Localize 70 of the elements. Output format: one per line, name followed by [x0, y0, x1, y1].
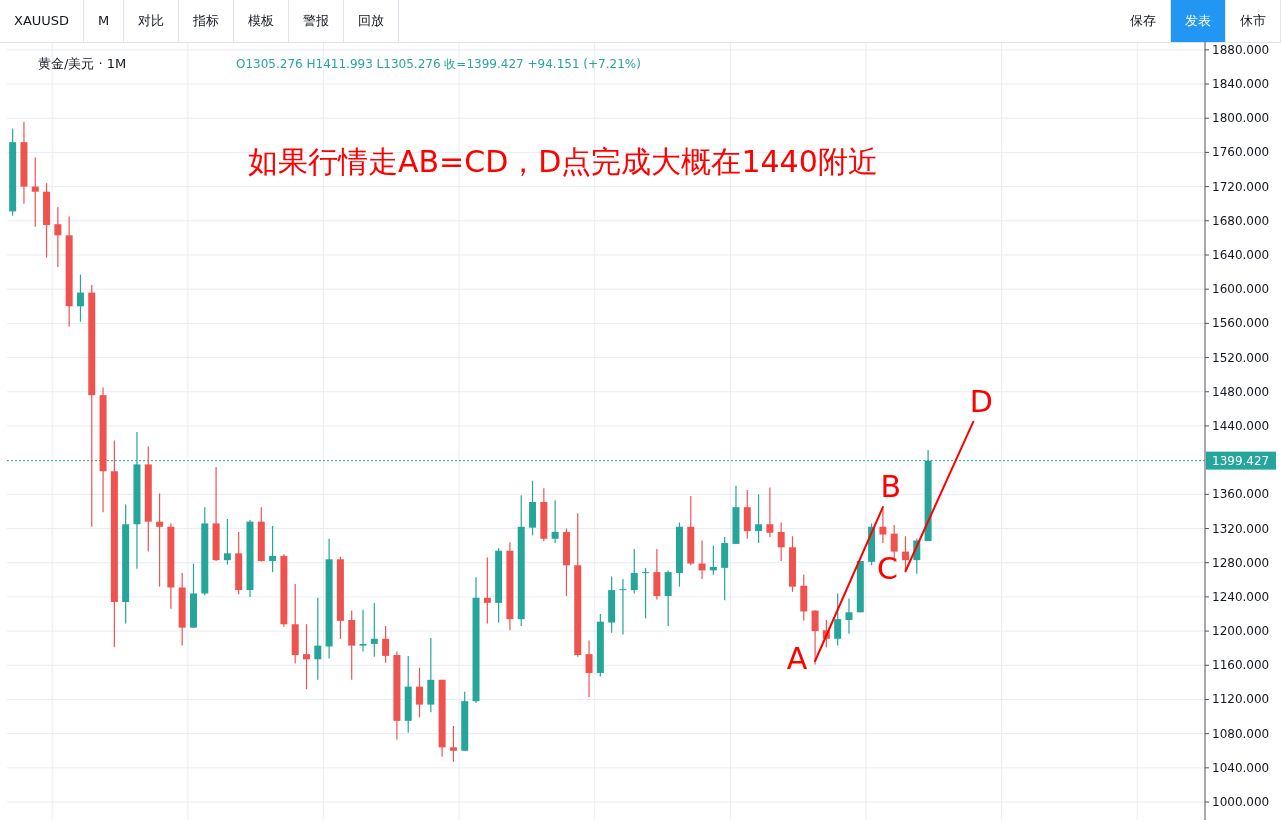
annotation: D — [969, 383, 993, 419]
y-tick-label: 1760.000 — [1212, 145, 1270, 160]
y-tick-label: 1480.000 — [1212, 384, 1270, 399]
annotation: B — [880, 469, 902, 505]
annotation: O1305.276 H1411.993 L1305.276 收=1399.427 +94.151 (+7.21%) — [236, 57, 641, 71]
candlestick — [766, 486, 774, 538]
text: XAUUSD — [0, 0, 85, 42]
candlestick — [630, 548, 638, 595]
ref-line-label: 1399.427 — [1212, 453, 1270, 468]
candlestick — [902, 535, 909, 572]
candlestick — [359, 609, 367, 653]
text: 保存 — [1116, 0, 1171, 42]
text: 回放 — [344, 0, 400, 42]
y-tick-label: 1600.000 — [1212, 282, 1270, 297]
candlestick — [811, 609, 819, 666]
candlestick — [449, 725, 457, 763]
text: 对比 — [124, 0, 180, 42]
y-tick-label: 1800.000 — [1212, 111, 1270, 126]
candlestick — [551, 499, 559, 544]
y-tick-label: 1440.000 — [1212, 418, 1270, 433]
text: 发表 — [1171, 0, 1226, 42]
text: 休市 — [1226, 0, 1281, 42]
candlestick — [223, 518, 231, 566]
candlestick — [303, 623, 310, 690]
y-tick-label: 1040.000 — [1212, 760, 1270, 775]
candlestick — [845, 598, 853, 635]
y-tick-label: 1520.000 — [1212, 350, 1270, 365]
y-tick-label: 1160.000 — [1212, 658, 1270, 673]
candlestick — [156, 492, 164, 588]
candlestick — [619, 578, 627, 636]
y-tick-label: 1240.000 — [1212, 589, 1270, 604]
candlestick — [314, 597, 322, 681]
candlestick — [31, 156, 39, 228]
text: 模板 — [234, 0, 290, 42]
text: 指标 — [179, 0, 235, 42]
candlestick — [483, 556, 491, 624]
y-tick-label: 1840.000 — [1212, 77, 1270, 92]
y-tick-label: 1560.000 — [1212, 316, 1270, 331]
y-tick-label: 1720.000 — [1212, 179, 1270, 194]
y-tick-label: 1000.000 — [1212, 795, 1270, 810]
y-tick-label: 1200.000 — [1212, 624, 1270, 639]
y-tick-label: 1280.000 — [1212, 555, 1270, 570]
candlestick — [755, 493, 763, 544]
annotation: C — [877, 551, 898, 587]
text: 黄金/美元 · 1M — [38, 56, 127, 71]
y-tick-label: 1640.000 — [1212, 247, 1270, 262]
y-tick-label: 1080.000 — [1212, 726, 1270, 741]
candlestick — [382, 625, 390, 664]
candlestick — [416, 667, 424, 719]
candlestick — [664, 569, 672, 627]
candlestick — [777, 521, 785, 562]
candlestick — [54, 206, 62, 268]
candlestick — [370, 602, 378, 658]
candlestick — [642, 567, 650, 619]
text: M — [84, 0, 125, 42]
candlestick — [653, 548, 661, 601]
y-tick-label: 1680.000 — [1212, 213, 1270, 228]
y-tick-label: 1120.000 — [1212, 692, 1270, 707]
y-tick-label: 1320.000 — [1212, 521, 1270, 536]
y-tick-label: 1360.000 — [1212, 487, 1270, 502]
candlestick — [76, 274, 84, 323]
annotation: A — [786, 641, 808, 677]
y-tick-label: 1880.000 — [1212, 42, 1270, 57]
text: 如果行情走AB=CD，D点完成大概在1440附近 — [248, 144, 878, 179]
candlestick — [585, 639, 593, 698]
candlestick — [834, 592, 842, 647]
candlestick — [269, 525, 277, 573]
text: 警报 — [289, 0, 345, 42]
candlestick — [879, 508, 887, 544]
candlestick — [743, 489, 751, 540]
